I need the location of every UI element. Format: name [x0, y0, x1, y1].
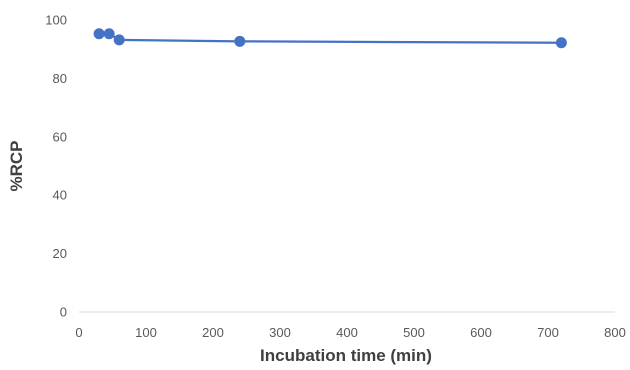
x-tick-label: 300 [269, 325, 291, 340]
y-tick-label: 60 [53, 129, 67, 144]
y-axis-ticks: 0 20 40 60 80 100 [45, 13, 67, 320]
y-axis-title: %RCP [7, 140, 26, 191]
data-point [555, 37, 567, 49]
series-line [99, 32, 562, 44]
y-tick-label: 40 [53, 188, 67, 203]
y-tick-label: 20 [53, 246, 67, 261]
x-tick-label: 700 [537, 325, 559, 340]
series-layer [93, 28, 567, 49]
data-point [234, 35, 246, 47]
x-axis-ticks: 0 100 200 300 400 500 600 700 800 [75, 325, 625, 340]
x-tick-label: 100 [135, 325, 157, 340]
y-tick-label: 100 [45, 13, 67, 28]
x-tick-label: 600 [470, 325, 492, 340]
x-axis-title: Incubation time (min) [260, 346, 432, 365]
x-tick-label: 800 [604, 325, 626, 340]
x-tick-label: 500 [403, 325, 425, 340]
data-point [103, 28, 115, 40]
x-tick-label: 400 [336, 325, 358, 340]
data-point [113, 34, 125, 46]
data-point [93, 28, 105, 40]
x-tick-label: 0 [75, 325, 82, 340]
x-tick-label: 200 [202, 325, 224, 340]
y-tick-label: 80 [53, 71, 67, 86]
y-tick-label: 0 [60, 305, 67, 320]
